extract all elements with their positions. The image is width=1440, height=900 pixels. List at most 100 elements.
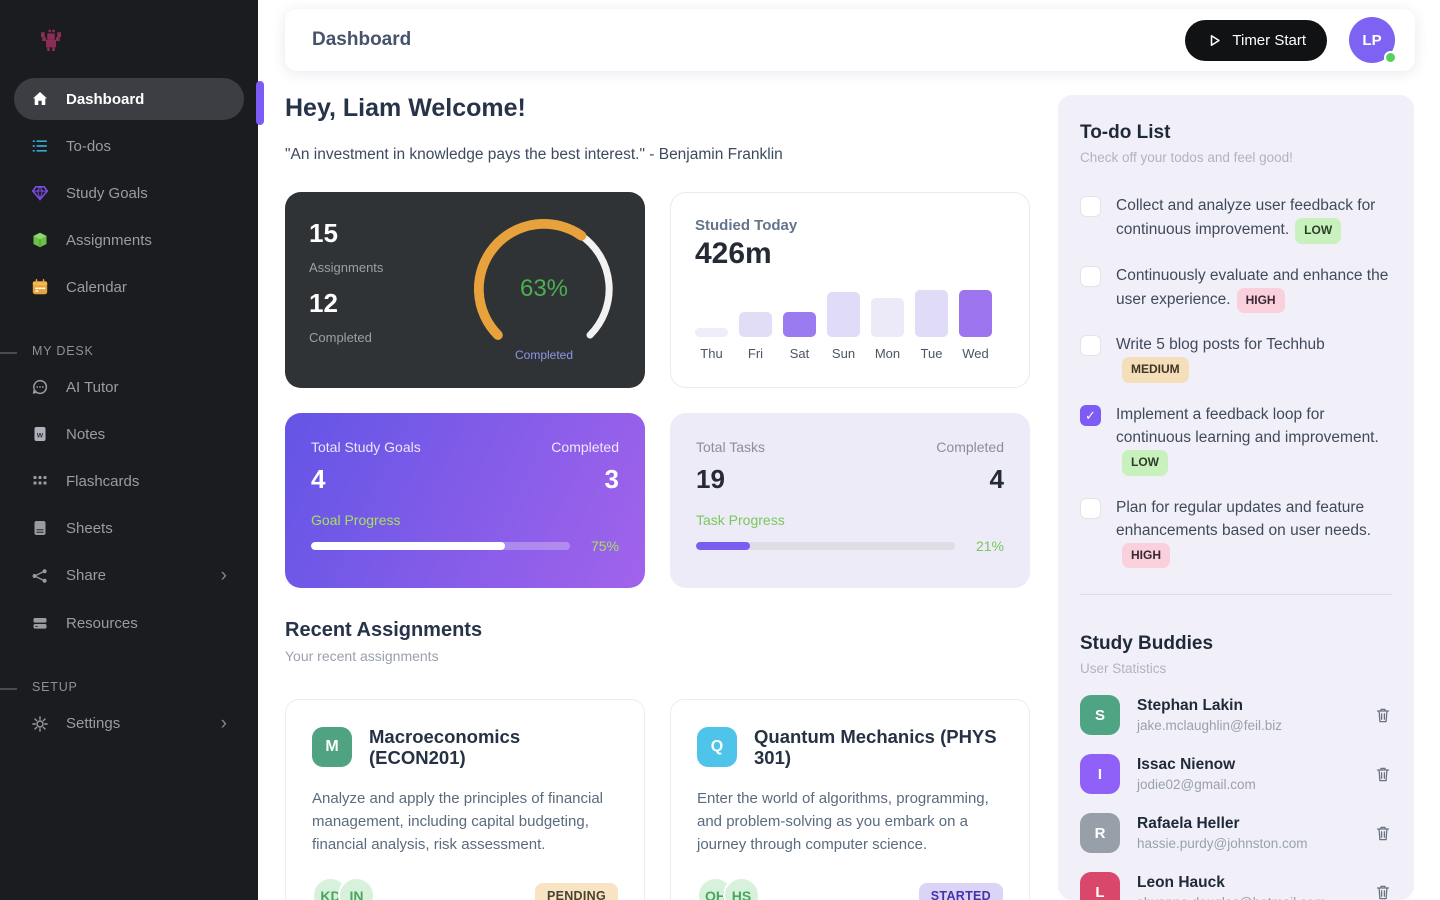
todo-checkbox[interactable]: ✓	[1080, 196, 1101, 217]
tasks-card: Total Tasks 19 Completed 4 Task Progress…	[670, 413, 1030, 588]
assignments-total-value: 15	[309, 218, 338, 248]
bar-column: Thu	[695, 287, 728, 361]
goals-completed-value: 3	[604, 464, 619, 494]
assignee-avatars: KD IN	[312, 877, 375, 900]
buddy-email: hassie.purdy@johnston.com	[1137, 836, 1308, 852]
delete-buddy-button[interactable]	[1374, 706, 1392, 724]
assignee-avatar: HS	[723, 877, 760, 900]
study-bar	[871, 298, 904, 337]
sidebar-item-icon	[31, 567, 49, 585]
completion-gauge-chart: 63% Completed	[468, 213, 620, 365]
todo-checkbox[interactable]: ✓	[1080, 265, 1101, 287]
sidebar-nav-item[interactable]: Dashboard ›	[14, 78, 244, 120]
todo-item: ✓ Write 5 blog posts for TechhubMEDIUM	[1080, 334, 1392, 384]
main-content: Hey, Liam Welcome! "An investment in kno…	[285, 84, 1031, 900]
sidebar-nav-item[interactable]: AI Tutor ›	[14, 366, 244, 408]
todo-checkbox[interactable]: ✓	[1080, 497, 1101, 519]
quote-text: "An investment in knowledge pays the bes…	[285, 146, 783, 163]
sidebar-nav-desk: AI Tutor › w Notes › Flashcards ›	[0, 366, 258, 644]
sidebar-nav-item[interactable]: Calendar ›	[14, 266, 244, 308]
buddy-avatar: R	[1080, 813, 1120, 854]
assignment-card[interactable]: Q Quantum Mechanics (PHYS 301) Enter the…	[670, 699, 1030, 900]
sidebar-nav-item[interactable]: Share ›	[14, 554, 244, 597]
sidebar-nav-item[interactable]: Study Goals ›	[14, 172, 244, 214]
sidebar-item-icon	[31, 472, 49, 490]
day-label: Sat	[789, 346, 810, 361]
delete-buddy-button[interactable]	[1374, 765, 1392, 783]
sidebar-item-label: Notes	[66, 425, 106, 443]
bar-column: Mon	[871, 287, 904, 361]
panel-divider	[1080, 594, 1392, 596]
sidebar-item-label: Assignments	[66, 231, 152, 249]
timer-start-button[interactable]: Timer Start	[1185, 19, 1327, 61]
sidebar-nav-item[interactable]: Sheets ›	[14, 507, 244, 549]
sidebar-item-label: Flashcards	[66, 472, 140, 490]
sidebar-item-label: Dashboard	[66, 90, 145, 108]
task-progress-fill	[696, 542, 751, 550]
sidebar-item-label: To-dos	[66, 137, 112, 155]
buddy-email: jake.mclaughlin@feil.biz	[1137, 718, 1283, 734]
day-label: Fri	[747, 346, 764, 361]
sidebar-nav-item[interactable]: Settings ›	[14, 702, 244, 745]
todo-item: ✓ Plan for regular updates and feature e…	[1080, 497, 1392, 569]
assignment-description: Enter the world of algorithms, programmi…	[697, 789, 989, 854]
sidebar-item-label: Calendar	[66, 278, 127, 296]
sidebar-item-icon	[31, 278, 49, 296]
active-nav-indicator	[256, 81, 264, 125]
avatar-initials: LP	[1362, 31, 1382, 49]
todo-text: Implement a feedback loop for continuous…	[1116, 404, 1392, 476]
study-bar	[827, 292, 860, 337]
status-badge: STARTED	[918, 882, 1003, 900]
sidebar-item-icon	[31, 715, 49, 733]
buddy-name: Issac Nienow	[1137, 756, 1236, 774]
day-label: Thu	[700, 346, 723, 361]
priority-badge: MEDIUM	[1122, 357, 1189, 384]
study-buddies-title: Study Buddies	[1080, 633, 1214, 655]
sidebar-nav-item[interactable]: Resources ›	[14, 602, 244, 644]
gauge-arc-track	[577, 232, 613, 339]
tasks-total-value: 19	[696, 464, 725, 494]
buddy-name: Rafaela Heller	[1137, 815, 1240, 833]
tasks-completed-label: Completed	[936, 439, 1004, 455]
priority-badge: LOW	[1295, 217, 1342, 244]
recent-assignments-subtitle: Your recent assignments	[285, 648, 439, 664]
sidebar-item-icon	[31, 378, 49, 396]
studied-today-value: 426m	[695, 237, 772, 270]
recent-assignments-title: Recent Assignments	[285, 619, 483, 641]
todo-list-title: To-do List	[1080, 122, 1171, 143]
task-progress-bar	[696, 542, 955, 550]
sidebar-nav-item[interactable]: Flashcards ›	[14, 460, 244, 502]
sidebar-section-mydesk: MY DESK	[0, 344, 258, 358]
assignments-total-label: Assignments	[309, 260, 384, 275]
chevron-right-icon: ›	[220, 565, 227, 586]
todo-item: ✓ Continuously evaluate and enhance the …	[1080, 265, 1392, 314]
bar-column: Wed	[959, 287, 992, 361]
stats-grid: 15 Assignments 12 Completed 63% Complete…	[285, 192, 1031, 588]
bar-column: Sat	[783, 287, 816, 361]
study-goals-card: Total Study Goals 4 Completed 3 Goal Pro…	[285, 413, 645, 588]
sidebar-item-icon	[31, 184, 49, 202]
user-avatar[interactable]: LP	[1349, 17, 1397, 64]
sidebar-nav-item[interactable]: w Notes ›	[14, 413, 244, 455]
assignment-title: Quantum Mechanics (PHYS 301)	[754, 726, 997, 769]
task-progress-percent: 21%	[975, 538, 1004, 554]
delete-buddy-button[interactable]	[1374, 883, 1392, 900]
goal-progress-label: Goal Progress	[311, 512, 401, 528]
timer-start-label: Timer Start	[1232, 31, 1306, 49]
gauge-percent-value: 63%	[519, 275, 569, 302]
todo-item: ✓ Implement a feedback loop for continuo…	[1080, 404, 1392, 476]
todo-checkbox[interactable]: ✓	[1080, 405, 1101, 427]
sidebar-item-icon	[31, 90, 49, 108]
sidebar-nav-item[interactable]: To-dos ›	[14, 125, 244, 167]
goals-total-value: 4	[311, 464, 326, 494]
assignment-card[interactable]: M Macroeconomics (ECON201) Analyze and a…	[285, 699, 645, 900]
delete-buddy-button[interactable]	[1374, 824, 1392, 842]
day-label: Tue	[920, 346, 943, 361]
studied-today-title: Studied Today	[695, 217, 798, 234]
todo-text: Collect and analyze user feedback for co…	[1116, 195, 1392, 244]
chevron-right-icon: ›	[220, 713, 227, 734]
status-badge: PENDING	[534, 882, 618, 900]
todo-checkbox[interactable]: ✓	[1080, 335, 1101, 357]
sidebar-nav-item[interactable]: Assignments ›	[14, 219, 244, 261]
sidebar-item-icon	[31, 614, 49, 632]
